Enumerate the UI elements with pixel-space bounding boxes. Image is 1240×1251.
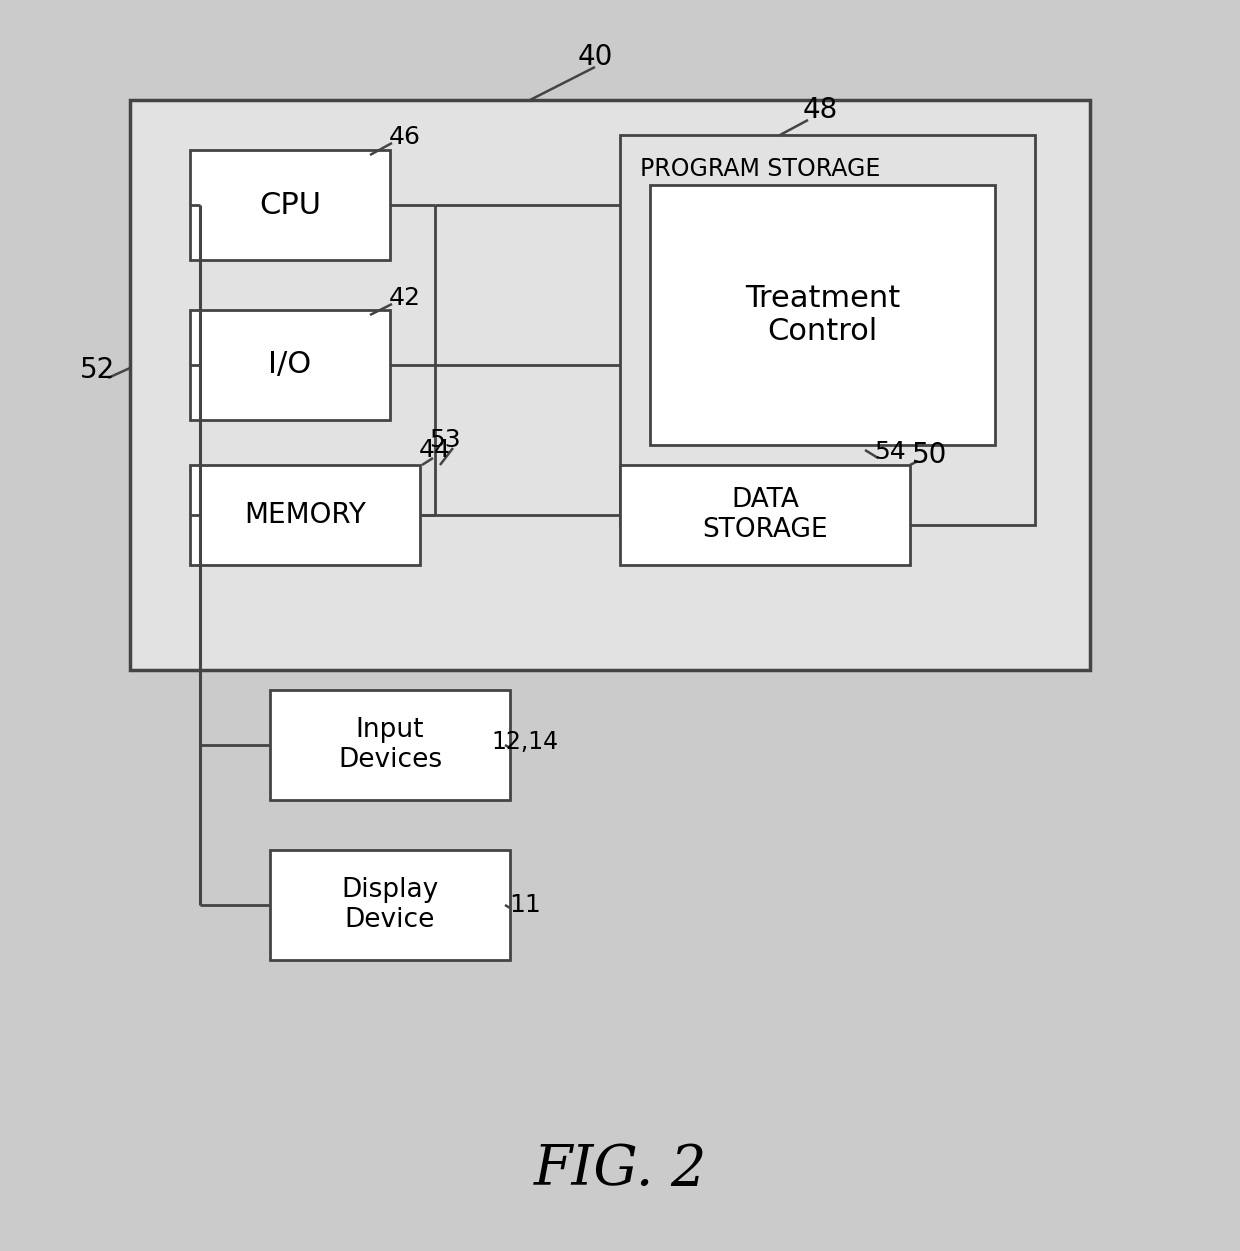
Text: 40: 40 xyxy=(578,43,613,71)
Text: 50: 50 xyxy=(913,442,947,469)
Text: 48: 48 xyxy=(802,96,838,124)
Bar xyxy=(270,691,510,799)
Bar xyxy=(620,135,1035,525)
Text: DATA
STORAGE: DATA STORAGE xyxy=(702,487,828,543)
Bar xyxy=(620,465,910,565)
Text: Input
Devices: Input Devices xyxy=(339,717,443,773)
Bar xyxy=(130,100,1090,671)
Bar xyxy=(190,310,391,420)
Text: 46: 46 xyxy=(389,125,422,149)
Text: Display
Device: Display Device xyxy=(341,877,439,933)
Text: 54: 54 xyxy=(874,440,906,464)
Text: MEMORY: MEMORY xyxy=(244,500,366,529)
Bar xyxy=(650,185,994,445)
Bar xyxy=(190,465,420,565)
Text: 52: 52 xyxy=(81,357,115,384)
Text: 53: 53 xyxy=(429,428,461,452)
Text: FIG. 2: FIG. 2 xyxy=(533,1142,707,1197)
Text: Treatment
Control: Treatment Control xyxy=(745,284,900,347)
Text: 12,14: 12,14 xyxy=(491,731,558,754)
Text: CPU: CPU xyxy=(259,190,321,219)
Bar xyxy=(270,849,510,960)
Text: I/O: I/O xyxy=(268,350,311,379)
Text: 44: 44 xyxy=(419,438,451,462)
Text: 11: 11 xyxy=(510,893,541,917)
Text: 42: 42 xyxy=(389,286,422,310)
Text: PROGRAM STORAGE: PROGRAM STORAGE xyxy=(640,156,880,181)
Bar xyxy=(190,150,391,260)
